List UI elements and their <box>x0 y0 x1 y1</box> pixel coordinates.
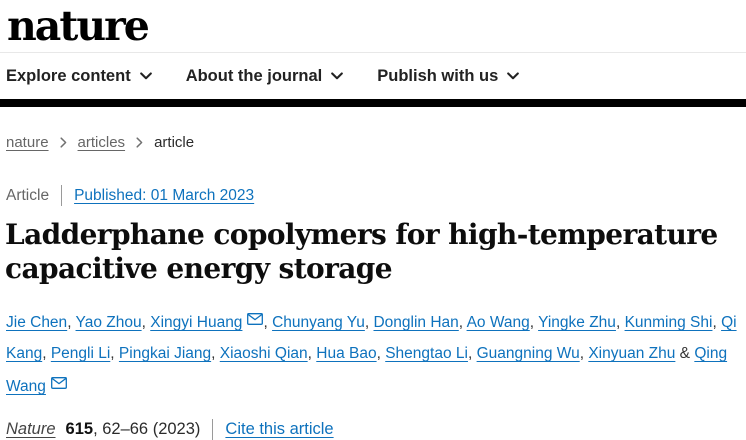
article-title-line-1: Ladderphane copolymers for high-temperat… <box>5 218 718 251</box>
author-separator: , <box>529 314 539 331</box>
author-link-chunyang-yu[interactable]: Chunyang Yu <box>272 314 365 331</box>
author-separator: , <box>467 345 477 362</box>
nav-item-label: About the journal <box>185 66 323 85</box>
breadcrumb-item-article: article <box>154 134 195 151</box>
article-meta-row: Article Published: 01 March 2023 <box>6 185 746 206</box>
citation-line: Nature 615 , 62–66 (2023) Cite this arti… <box>6 419 746 440</box>
author-separator: & <box>675 345 695 362</box>
author-separator: , <box>307 345 317 362</box>
author-link-yao-zhou[interactable]: Yao Zhou <box>75 314 142 331</box>
chevron-right-icon <box>136 137 143 148</box>
article-title: Ladderphane copolymers for high-temperat… <box>0 218 746 286</box>
author-link-qing-wang[interactable]: Qing Wang <box>6 345 728 395</box>
header-rule <box>0 99 746 107</box>
author-link-pingkai-jiang[interactable]: Pingkai Jiang <box>118 345 212 362</box>
breadcrumb: nature articles article <box>6 134 746 151</box>
author-separator: , <box>712 314 722 331</box>
nav-item-label: Publish with us <box>377 66 499 85</box>
author-link-jie-chen[interactable]: Jie Chen <box>6 314 68 331</box>
chevron-right-icon <box>59 137 67 148</box>
chevron-down-icon <box>139 72 152 80</box>
cite-this-article-link[interactable]: Cite this article <box>225 420 334 438</box>
author-separator: , <box>211 345 220 362</box>
breadcrumb-item-articles[interactable]: articles <box>77 134 126 151</box>
author-link-hua-bao[interactable]: Hua Bao <box>316 345 377 362</box>
email-envelope-icon[interactable] <box>50 369 67 400</box>
author-separator: , <box>364 314 374 331</box>
logo-row: nature <box>0 0 746 53</box>
main-nav: Explore content About the journal Publish … <box>0 53 746 99</box>
author-link-guangning-wu[interactable]: Guangning Wu <box>476 345 580 362</box>
email-envelope-icon[interactable] <box>247 305 264 336</box>
nav-item-explore-content[interactable]: Explore content <box>6 67 152 86</box>
author-separator: , <box>42 345 51 362</box>
nav-item-label: Explore content <box>6 66 131 85</box>
author-separator: , <box>579 345 589 362</box>
nav-item-publish-with-us[interactable]: Publish with us <box>377 66 520 86</box>
pages-year: , 62–66 (2023) <box>93 420 201 438</box>
journal-link[interactable]: Nature <box>6 420 56 438</box>
citation-divider <box>212 419 214 440</box>
published-date-link[interactable]: Published: 01 March 2023 <box>74 186 255 204</box>
author-list: Jie Chen, Yao Zhou, Xingyi Huang, Chunya… <box>6 305 742 402</box>
meta-divider <box>61 185 63 206</box>
author-link-xingyi-huang[interactable]: Xingyi Huang <box>150 314 243 331</box>
author-link-yingke-zhu[interactable]: Yingke Zhu <box>538 314 616 331</box>
author-separator: , <box>141 314 151 331</box>
author-link-donglin-han[interactable]: Donglin Han <box>373 314 459 331</box>
article-type-label: Article <box>6 186 50 204</box>
site-header: nature Explore content About the journal P… <box>0 0 746 107</box>
author-link-qi-kang[interactable]: Qi Kang <box>6 314 737 362</box>
author-link-kunming-shi[interactable]: Kunming Shi <box>624 314 713 331</box>
author-separator: , <box>458 314 467 331</box>
author-separator: , <box>376 345 386 362</box>
author-link-xiaoshi-qian[interactable]: Xiaoshi Qian <box>219 345 308 362</box>
author-link-ao-wang[interactable]: Ao Wang <box>466 314 530 331</box>
chevron-down-icon <box>507 72 520 80</box>
author-separator: , <box>110 345 119 362</box>
author-separator: , <box>615 314 625 331</box>
author-link-xinyuan-zhu[interactable]: Xinyuan Zhu <box>588 345 676 362</box>
author-link-shengtao-li[interactable]: Shengtao Li <box>385 345 468 362</box>
author-separator: , <box>263 314 273 331</box>
author-separator: , <box>67 314 76 331</box>
author-link-pengli-li[interactable]: Pengli Li <box>50 345 111 362</box>
nav-item-about-the-journal[interactable]: About the journal <box>186 67 344 86</box>
nature-logo[interactable]: nature <box>7 1 150 50</box>
article-title-line-2: capacitive energy storage <box>5 252 393 285</box>
chevron-down-icon <box>331 72 344 80</box>
article-page: nature articles article Article Published:… <box>0 134 746 440</box>
volume-number: 615 <box>65 420 94 438</box>
breadcrumb-item-nature[interactable]: nature <box>6 134 49 151</box>
